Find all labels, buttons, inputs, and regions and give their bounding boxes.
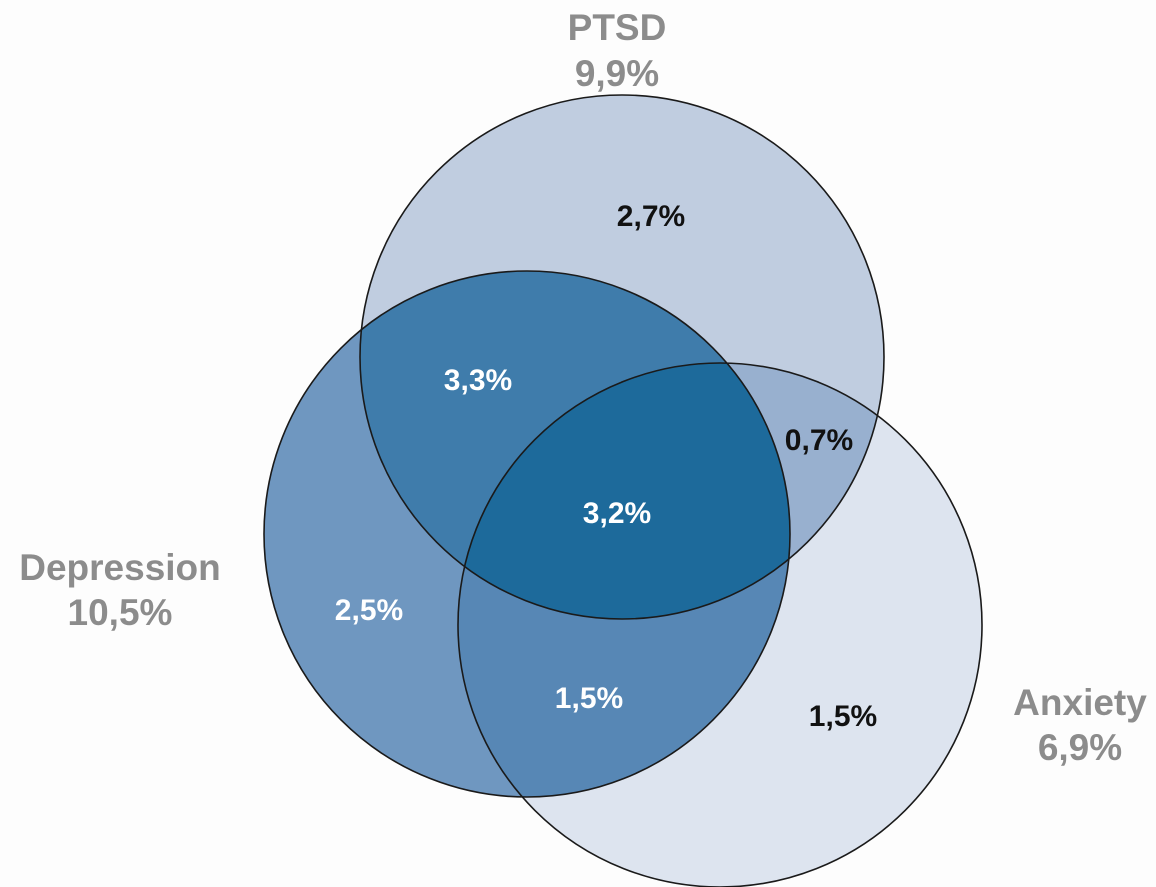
region-label: 0,7% — [785, 424, 853, 457]
ptsd-outline — [359, 94, 885, 620]
region-label: 3,3% — [444, 364, 512, 397]
triple-overlap — [458, 363, 790, 619]
set-total: 6,9% — [1038, 727, 1122, 768]
region-label: 3,2% — [583, 497, 651, 530]
region-label: 2,7% — [617, 200, 685, 233]
region-label: 1,5% — [555, 682, 623, 715]
region-label: 2,5% — [335, 594, 403, 627]
set-name: PTSD — [568, 7, 667, 48]
set-name: Anxiety — [1013, 682, 1147, 723]
set-total: 10,5% — [68, 592, 173, 633]
set-name: Depression — [19, 547, 221, 588]
set-total: 9,9% — [575, 53, 659, 94]
region-label: 1,5% — [809, 700, 877, 733]
anxiety-outline — [457, 362, 983, 887]
depression-outline — [263, 270, 791, 798]
